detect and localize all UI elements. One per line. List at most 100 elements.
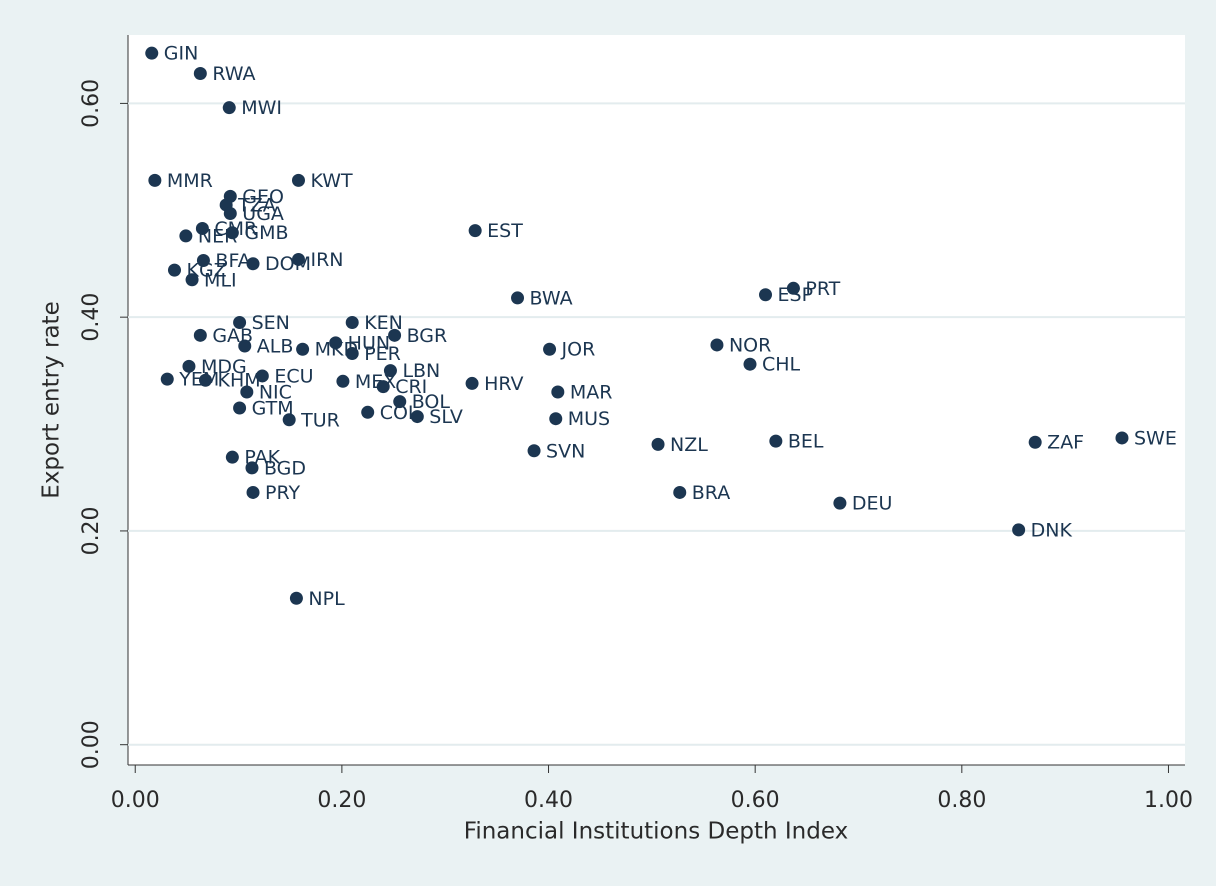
point-label: SWE [1134,427,1177,449]
point-label: NER [198,225,237,247]
point [282,413,296,427]
point-label: KHM [217,370,260,392]
y-axis-title: Export entry rate [39,301,65,498]
point-label: EST [487,220,523,242]
x-tick-label: 0.40 [524,788,573,813]
point [198,373,212,387]
point-label: BGR [407,325,448,347]
point [511,291,525,305]
point [376,380,390,394]
point-label: BGD [264,457,306,479]
point [185,273,199,287]
point-label: SLV [429,406,463,428]
point [179,229,193,243]
point [193,66,207,80]
point-label: LBN [402,360,440,382]
point-label: GMB [244,222,288,244]
point-label: PRT [805,278,840,300]
point-label: MDG [201,356,247,378]
point [233,401,247,415]
point [182,359,196,373]
point [296,342,310,356]
x-tick-label: 0.20 [317,788,366,813]
point-label: NIC [259,381,292,403]
y-tick-label: 0.40 [79,293,104,342]
point-label: IRN [310,249,343,271]
point [673,485,687,499]
point [222,101,236,115]
point [833,496,847,510]
point [238,339,252,353]
y-tick-label: 0.60 [79,79,104,128]
point-label: KEN [364,312,403,334]
point-label: KWT [310,170,353,192]
point [1028,435,1042,449]
point [225,226,239,240]
point-label: MEX [355,371,396,393]
point-label: COL [380,402,419,424]
point-label: CHL [762,354,801,376]
point [167,263,181,277]
point [345,347,359,361]
y-tick-label: 0.00 [79,720,104,769]
point [710,338,724,352]
point [145,46,159,60]
point-label: ALB [257,336,294,358]
point [148,173,162,187]
point-label: CRI [395,376,427,398]
x-tick-label: 0.60 [731,788,780,813]
point-label: MMR [167,170,213,192]
point [759,288,773,302]
point [245,461,259,475]
point [291,173,305,187]
point [743,357,757,371]
point-label: UGA [242,203,284,225]
point [383,364,397,378]
point-label: NZL [670,434,708,456]
point [361,405,375,419]
point-label: MUS [568,408,610,430]
point-label: HUN [348,332,390,354]
point [651,437,665,451]
point [388,328,402,342]
x-tick-label: 1.00 [1144,788,1193,813]
point [196,254,210,268]
point [289,591,303,605]
point [543,342,557,356]
point-label: MAR [570,381,613,403]
point [246,485,260,499]
plot-area [128,35,1185,765]
point-label: TUR [300,409,340,431]
point-label: BWA [530,287,573,309]
point [160,372,174,386]
x-axis-title: Financial Institutions Depth Index [464,819,848,845]
point [193,328,207,342]
point-label: GTM [252,398,294,420]
point-label: BRA [692,482,730,504]
point-label: MLI [204,269,237,291]
point-label: BFA [215,250,250,272]
point-label: ESP [778,284,814,306]
point [551,385,565,399]
point [223,206,237,220]
point-label: SEN [252,312,290,334]
point-label: RWA [212,63,255,85]
point-label: YEM [178,369,219,391]
point-label: NPL [308,588,345,610]
point [468,224,482,238]
point [527,444,541,458]
point [549,412,563,426]
point [195,221,209,235]
point [329,336,343,350]
point [769,434,783,448]
point-label: PRY [265,482,300,504]
point-label: JOR [561,339,596,361]
point [225,450,239,464]
y-tick-label: 0.20 [79,506,104,555]
point [255,369,269,383]
point [1115,431,1129,445]
point [291,252,305,266]
point [393,395,407,409]
point-label: SVN [546,440,585,462]
